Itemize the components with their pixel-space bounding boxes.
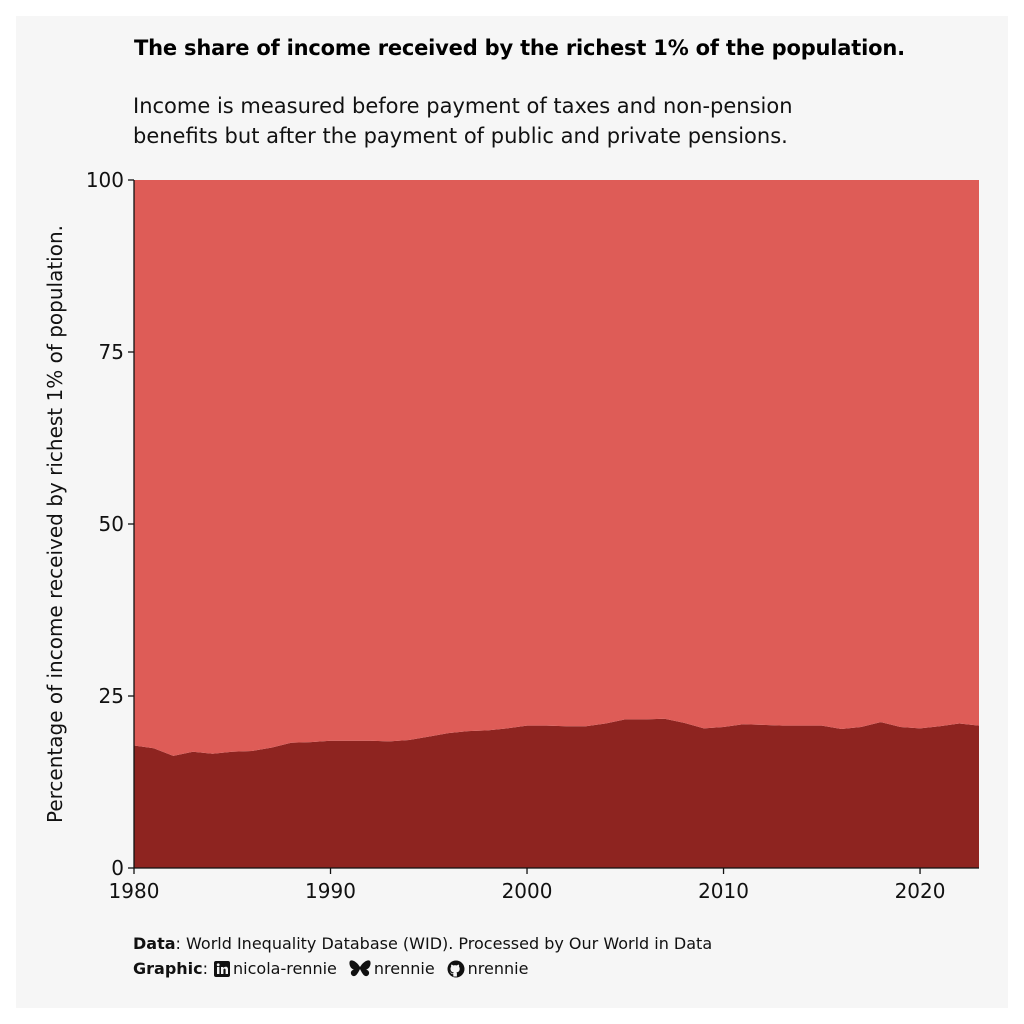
chart-title: The share of income received by the rich… <box>134 36 905 60</box>
butterfly-icon <box>349 959 371 978</box>
y-tick-label: 50 <box>99 512 124 536</box>
y-tick-label: 100 <box>86 168 124 192</box>
caption-data-label: Data <box>133 934 176 953</box>
axes-layer: 0 25 50 75 100 1980 1990 2000 2010 2020 <box>86 168 979 903</box>
y-tick-label: 0 <box>111 856 124 880</box>
github-handle[interactable]: nrennie <box>467 959 529 978</box>
github-icon <box>447 960 465 978</box>
caption-data-row: Data: World Inequality Database (WID). P… <box>133 931 712 956</box>
area-top-1-percent <box>134 718 979 868</box>
area-remaining-99-percent <box>134 180 979 756</box>
y-tick-label: 25 <box>99 684 124 708</box>
subtitle-line-2: benefits but after the payment of public… <box>133 124 788 148</box>
linkedin-icon <box>214 960 231 977</box>
x-tick-label: 2010 <box>698 879 749 903</box>
y-axis-label: Percentage of income received by richest… <box>43 225 67 823</box>
caption-graphic-row: Graphic: nicola-rennie nrennie nrennie <box>133 956 712 981</box>
chart-subtitle: Income is measured before payment of tax… <box>133 91 933 151</box>
caption: Data: World Inequality Database (WID). P… <box>133 931 712 981</box>
caption-graphic-label: Graphic <box>133 959 203 978</box>
x-tick-label: 1990 <box>305 879 356 903</box>
subtitle-line-1: Income is measured before payment of tax… <box>133 94 793 118</box>
x-tick-label: 2000 <box>502 879 553 903</box>
bluesky-handle[interactable]: nrennie <box>373 959 435 978</box>
x-tick-label: 1980 <box>109 879 160 903</box>
caption-data-source: World Inequality Database (WID). Process… <box>186 934 713 953</box>
linkedin-handle[interactable]: nicola-rennie <box>233 959 337 978</box>
x-tick-label: 2020 <box>895 879 946 903</box>
y-tick-label: 75 <box>99 340 124 364</box>
area-layer <box>134 180 979 868</box>
